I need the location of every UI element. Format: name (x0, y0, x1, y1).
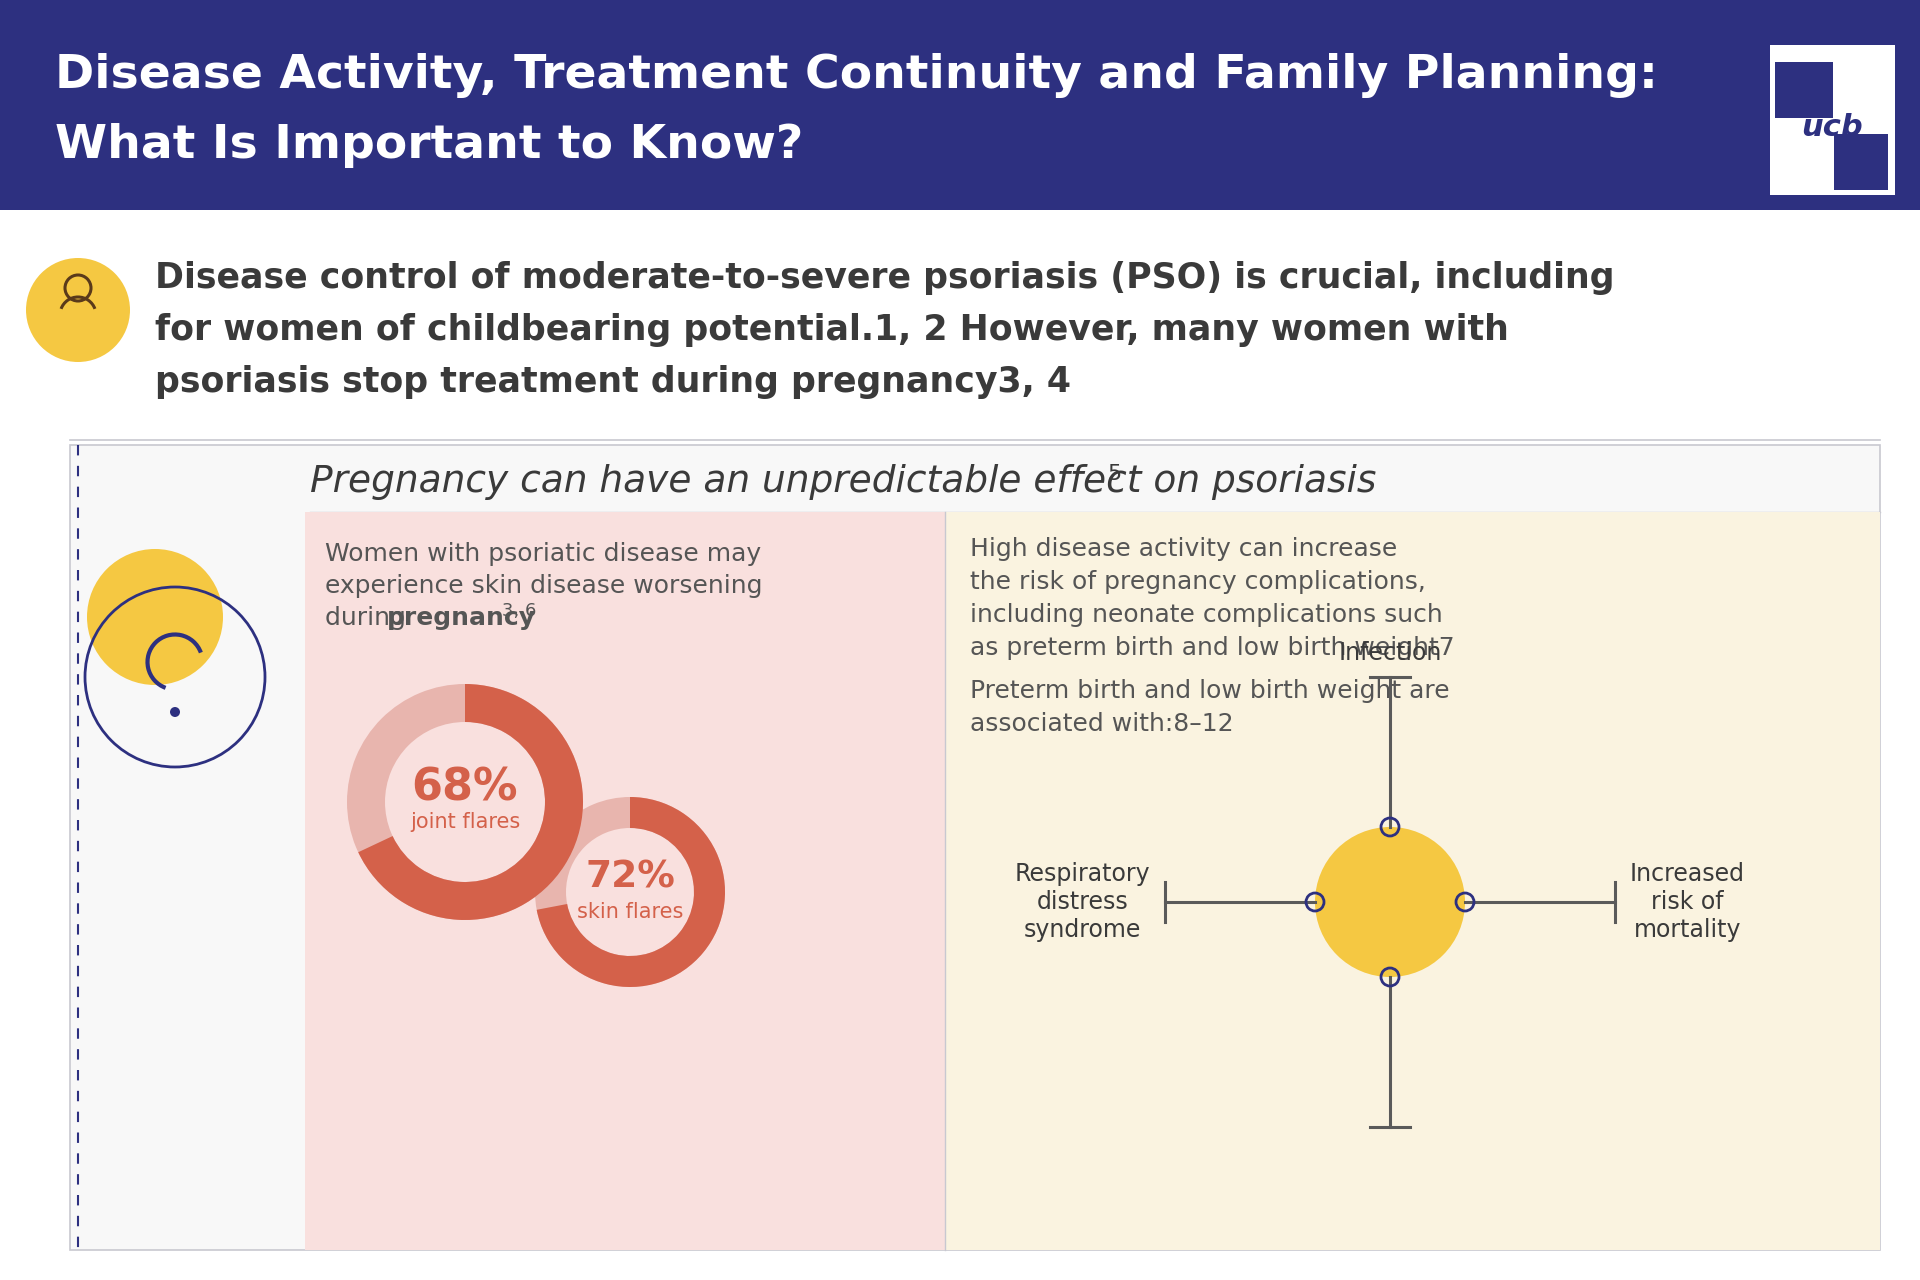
Text: for women of childbearing potential.1, 2 However, many women with: for women of childbearing potential.1, 2… (156, 314, 1509, 347)
Wedge shape (348, 684, 584, 920)
Text: ucb: ucb (1801, 114, 1862, 142)
Wedge shape (536, 797, 726, 987)
Wedge shape (359, 684, 584, 920)
Circle shape (171, 707, 180, 717)
Text: What Is Important to Know?: What Is Important to Know? (56, 123, 803, 168)
Text: during: during (324, 605, 415, 630)
Circle shape (1315, 827, 1465, 977)
Circle shape (568, 831, 691, 954)
Text: High disease activity can increase: High disease activity can increase (970, 538, 1398, 561)
Bar (0, 0, 1920, 210)
Text: 3, 6: 3, 6 (501, 602, 536, 620)
Circle shape (388, 724, 541, 879)
Bar (1774, 61, 1834, 118)
Bar (1834, 134, 1887, 189)
Text: 72%: 72% (586, 860, 676, 896)
Text: Women with psoriatic disease may: Women with psoriatic disease may (324, 541, 760, 566)
Bar (1770, 45, 1895, 195)
Text: joint flares: joint flares (409, 812, 520, 832)
FancyBboxPatch shape (69, 445, 1880, 1251)
Text: 5: 5 (1108, 463, 1121, 484)
Text: Respiratory
distress
syndrome: Respiratory distress syndrome (1014, 863, 1150, 942)
Bar (945, 512, 1880, 1251)
Text: as preterm birth and low birth weight7: as preterm birth and low birth weight7 (970, 636, 1455, 660)
Text: associated with:8–12: associated with:8–12 (970, 712, 1235, 736)
Text: pregnancy: pregnancy (388, 605, 536, 630)
Text: Increased
risk of
mortality: Increased risk of mortality (1630, 863, 1745, 942)
Text: Infection: Infection (1338, 641, 1442, 666)
Text: Disease Activity, Treatment Continuity and Family Planning:: Disease Activity, Treatment Continuity a… (56, 52, 1657, 97)
Circle shape (27, 259, 131, 362)
Text: Pregnancy can have an unpredictable effect on psoriasis: Pregnancy can have an unpredictable effe… (309, 463, 1377, 500)
Bar (305, 512, 945, 1251)
Text: psoriasis stop treatment during pregnancy3, 4: psoriasis stop treatment during pregnanc… (156, 365, 1071, 399)
Text: Preterm birth and low birth weight are: Preterm birth and low birth weight are (970, 678, 1450, 703)
Text: the risk of pregnancy complications,: the risk of pregnancy complications, (970, 570, 1427, 594)
Text: 68%: 68% (411, 767, 518, 809)
Circle shape (86, 549, 223, 685)
Text: Disease control of moderate-to-severe psoriasis (PSO) is crucial, including: Disease control of moderate-to-severe ps… (156, 261, 1615, 294)
Text: experience skin disease worsening: experience skin disease worsening (324, 573, 762, 598)
Wedge shape (538, 797, 726, 987)
Text: skin flares: skin flares (576, 902, 684, 922)
Text: including neonate complications such: including neonate complications such (970, 603, 1442, 627)
